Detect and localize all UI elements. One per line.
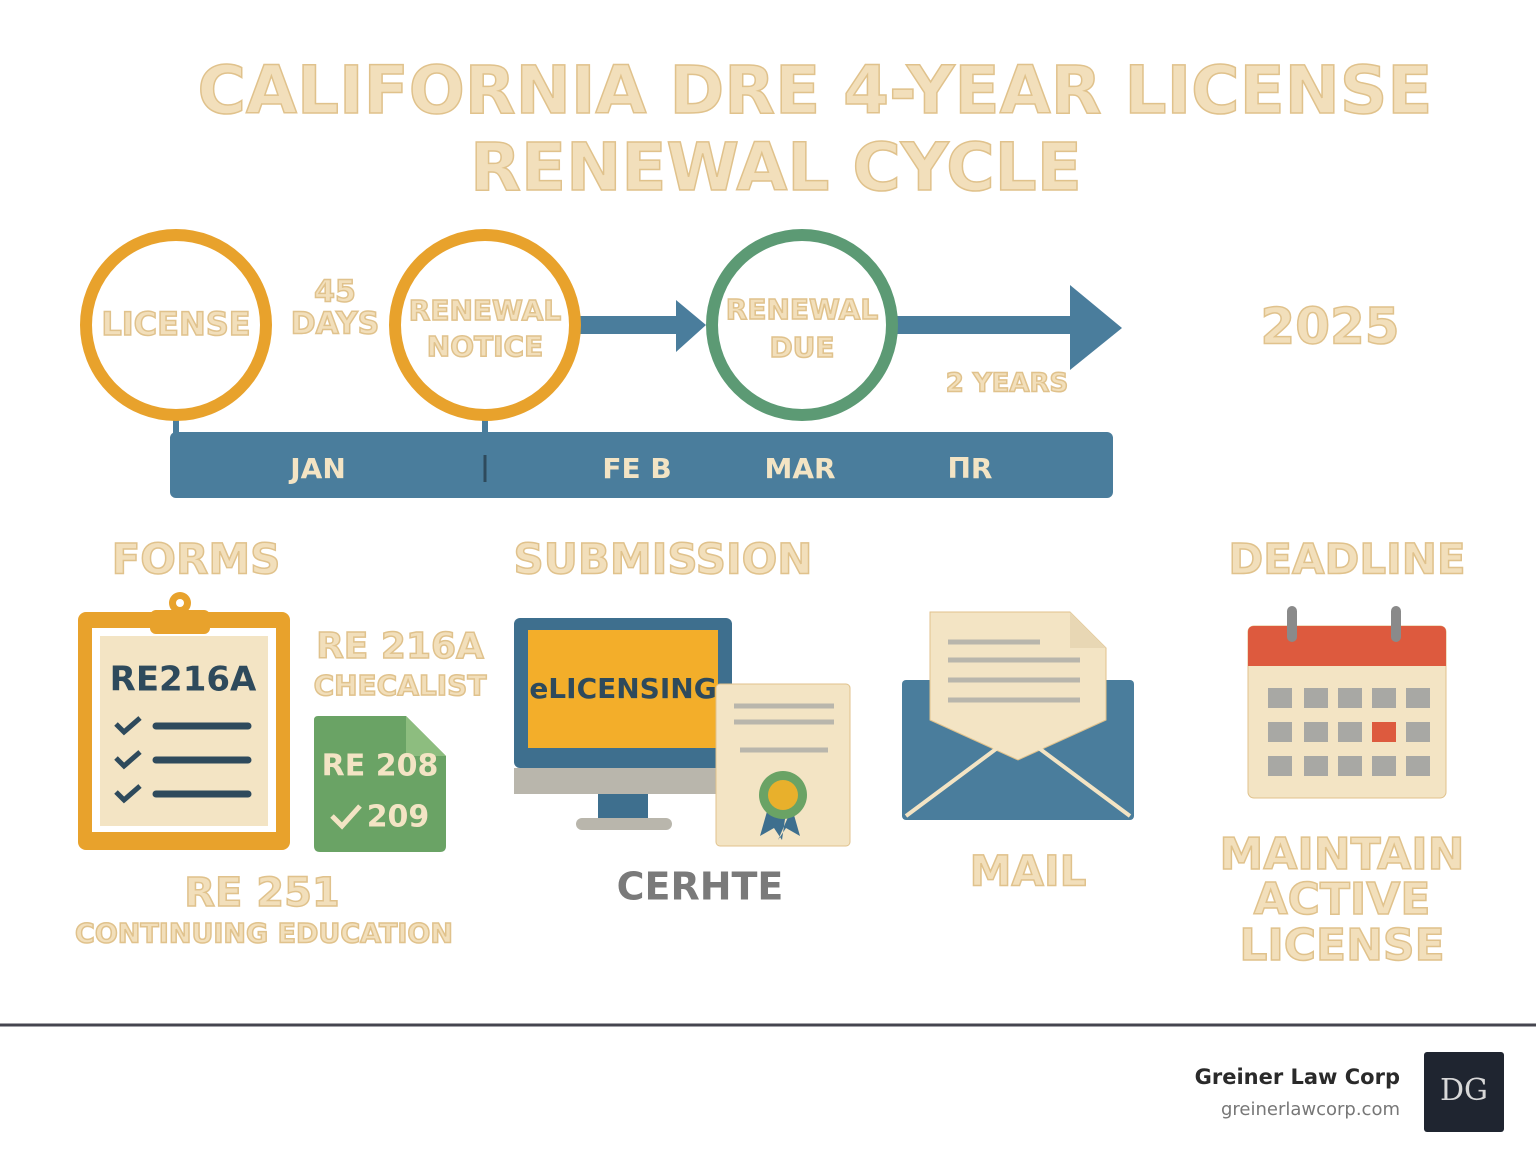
company: Greiner Law Corp <box>1195 1065 1400 1089</box>
heading: FORMS <box>112 535 281 584</box>
title-line: RENEWAL CYCLE <box>470 129 1082 206</box>
timeline-bar <box>170 432 1113 498</box>
logo-text: DG <box>1440 1073 1488 1108</box>
month: FE B <box>602 452 671 485</box>
caption: ACTIVE <box>1254 874 1431 925</box>
title-line: CALIFORNIA DRE 4-YEAR LICENSE <box>197 52 1432 129</box>
label: 2 YEARS <box>946 369 1069 399</box>
form-label: RE216A <box>110 660 257 700</box>
form-footer: RE 251 <box>184 870 340 916</box>
month: MAR <box>764 452 835 485</box>
label: RENEWAL <box>409 294 562 327</box>
circle-license <box>80 229 272 421</box>
heading: SUBMISSION <box>514 535 813 584</box>
caption: CERHTE <box>617 865 784 909</box>
form-note: CHECALIST <box>314 669 487 702</box>
caption: LICENSE <box>1239 920 1444 971</box>
month: ΠR <box>948 452 993 485</box>
label: RENEWAL <box>726 293 879 326</box>
doc-label: 209 <box>367 800 430 835</box>
label: 45 <box>314 275 356 310</box>
heading: DEADLINE <box>1228 535 1465 584</box>
screen-label: eLICENSING <box>529 672 716 705</box>
label: DUE <box>769 331 834 364</box>
form-note: RE 216A <box>316 626 484 667</box>
year: 2025 <box>1260 298 1399 356</box>
calendar <box>1247 606 1447 799</box>
form-footer: CONTINUING EDUCATION <box>75 919 453 950</box>
certificate <box>715 683 851 847</box>
monitor <box>514 618 732 830</box>
month: JAN <box>288 452 346 485</box>
envelope <box>902 611 1134 820</box>
logo <box>1424 1052 1504 1132</box>
label: LICENSE <box>101 305 250 343</box>
label: NOTICE <box>427 330 543 363</box>
url[interactable]: greinerlawcorp.com <box>1221 1099 1400 1120</box>
circle-due <box>706 229 898 421</box>
clipboard <box>78 592 290 850</box>
label: DAYS <box>291 307 380 342</box>
arrow-head <box>1070 285 1122 370</box>
arrow-head <box>676 300 706 352</box>
caption: MAIL <box>970 847 1087 896</box>
circle-notice <box>389 229 581 421</box>
doc-label: RE 208 <box>322 749 439 784</box>
green-doc <box>314 716 446 852</box>
caption: MAINTAIN <box>1220 829 1465 880</box>
